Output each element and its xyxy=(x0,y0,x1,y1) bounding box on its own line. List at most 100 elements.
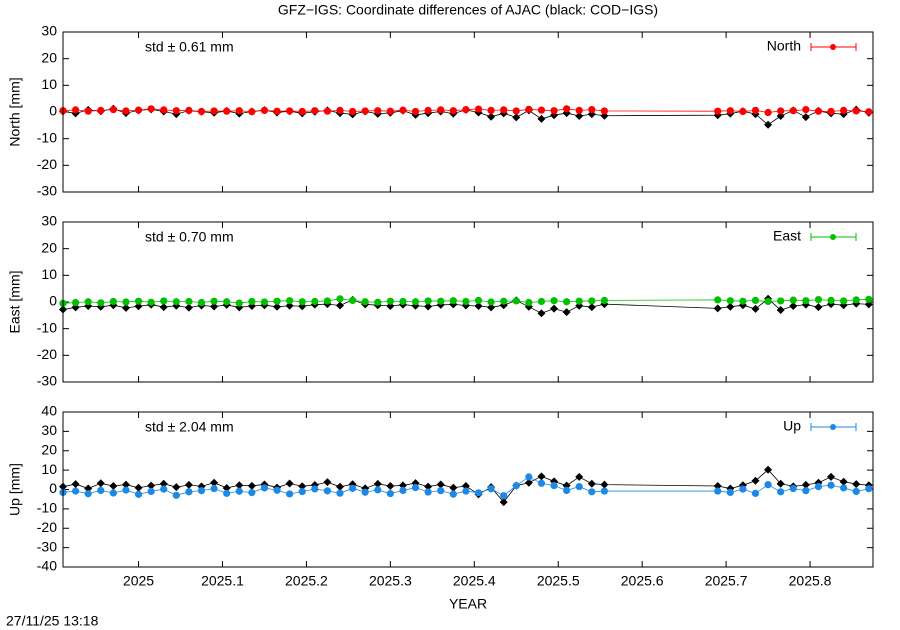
data-point xyxy=(285,479,294,488)
data-point xyxy=(361,488,369,496)
data-point xyxy=(474,105,483,113)
data-point xyxy=(563,105,571,113)
data-point xyxy=(386,482,395,491)
data-point xyxy=(839,477,848,486)
data-point xyxy=(751,489,760,497)
y-tick-label: -30 xyxy=(37,183,57,199)
data-point xyxy=(97,106,105,114)
data-point xyxy=(336,295,344,303)
data-point xyxy=(840,484,848,492)
data-point xyxy=(210,107,218,115)
data-point xyxy=(852,296,860,304)
data-point xyxy=(260,298,269,306)
data-point xyxy=(336,489,344,497)
data-point xyxy=(424,106,432,114)
data-point xyxy=(802,106,810,114)
data-point xyxy=(222,483,231,492)
data-point xyxy=(801,480,810,489)
data-point xyxy=(147,105,155,113)
data-point xyxy=(260,484,269,492)
data-point xyxy=(537,479,546,487)
data-point xyxy=(537,472,546,481)
data-point xyxy=(714,487,722,495)
data-point xyxy=(386,297,394,305)
data-point xyxy=(285,301,294,310)
x-tick-label: 2025.2 xyxy=(285,573,328,589)
data-point xyxy=(348,484,357,492)
data-point xyxy=(97,299,105,307)
y-axis-label: East [mm] xyxy=(7,270,23,333)
data-point xyxy=(789,107,797,115)
data-point xyxy=(802,487,810,495)
data-point xyxy=(600,480,609,489)
data-point xyxy=(223,489,231,497)
chart-title: GFZ−IGS: Coordinate differences of AJAC … xyxy=(278,2,658,18)
data-point xyxy=(739,485,747,493)
data-point xyxy=(411,298,420,306)
data-point xyxy=(524,478,533,487)
data-point xyxy=(373,479,382,488)
data-point xyxy=(147,481,156,490)
data-point xyxy=(550,482,558,490)
data-point xyxy=(449,107,457,115)
y-tick-label: -20 xyxy=(37,346,57,362)
data-point xyxy=(298,482,307,491)
data-point xyxy=(323,297,332,305)
data-point xyxy=(160,485,168,493)
y-tick-label: 20 xyxy=(41,441,57,457)
data-point xyxy=(776,306,785,314)
x-tick-label: 2025.1 xyxy=(201,573,244,589)
y-tick-label: 30 xyxy=(41,422,57,438)
data-point xyxy=(160,297,168,305)
data-point xyxy=(827,107,835,116)
data-point xyxy=(134,106,143,114)
data-point xyxy=(121,303,130,312)
x-tick-label: 2025.5 xyxy=(537,573,580,589)
data-point xyxy=(814,482,823,491)
data-point xyxy=(311,107,319,115)
x-tick-label: 2025.4 xyxy=(453,573,496,589)
data-point xyxy=(827,472,836,481)
data-point xyxy=(399,297,407,306)
legend-label: East xyxy=(773,228,801,244)
data-point xyxy=(424,482,433,491)
data-point xyxy=(852,487,860,496)
data-point xyxy=(411,483,420,492)
data-point xyxy=(739,297,747,305)
data-point xyxy=(197,487,206,495)
data-point xyxy=(525,473,533,481)
data-point xyxy=(134,302,143,311)
data-point xyxy=(184,480,193,489)
data-point xyxy=(512,297,520,305)
data-point xyxy=(247,481,256,490)
data-point xyxy=(739,107,747,116)
data-point xyxy=(71,487,80,495)
data-point xyxy=(185,106,193,114)
data-point xyxy=(172,483,181,492)
y-axis-label: North [mm] xyxy=(7,77,23,146)
data-point xyxy=(751,296,760,304)
data-point xyxy=(260,106,269,114)
data-point xyxy=(764,108,772,117)
data-point xyxy=(827,296,835,304)
data-point xyxy=(499,498,508,507)
data-point xyxy=(311,485,319,493)
data-point xyxy=(398,481,407,490)
data-point xyxy=(487,298,495,306)
y-tick-label: 10 xyxy=(41,76,57,92)
data-point xyxy=(399,486,407,495)
data-point xyxy=(512,482,520,490)
data-point xyxy=(109,489,117,497)
data-point xyxy=(84,484,93,493)
data-point xyxy=(424,488,432,496)
data-point xyxy=(159,303,168,312)
y-tick-label: -10 xyxy=(37,129,57,145)
data-point xyxy=(852,107,860,115)
data-point xyxy=(97,486,105,495)
data-point xyxy=(122,298,130,306)
data-point xyxy=(751,476,760,485)
data-point xyxy=(865,108,873,116)
data-point xyxy=(713,482,722,491)
